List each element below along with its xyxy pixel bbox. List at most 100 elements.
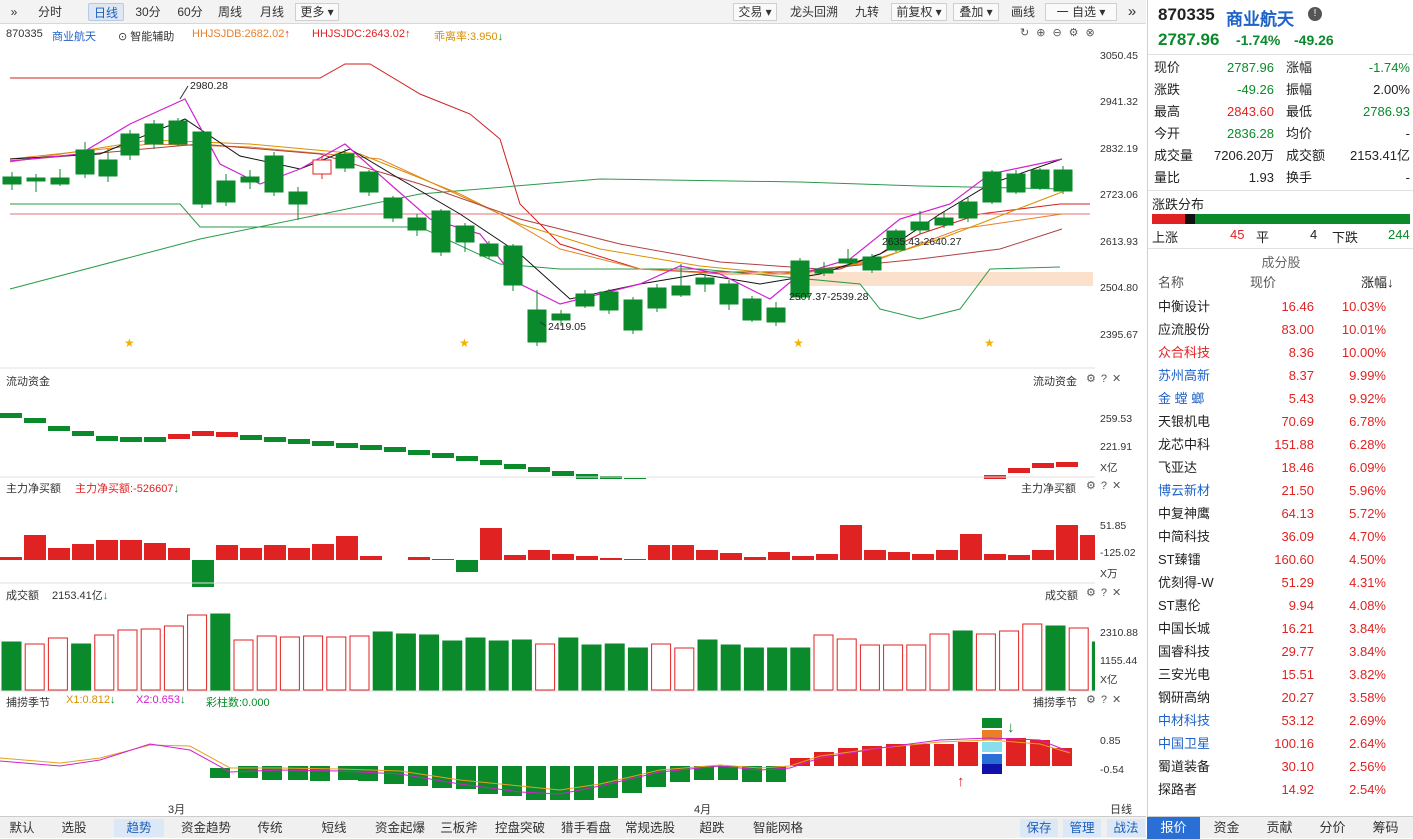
zoom-out-icon[interactable]: ⊖ bbox=[1052, 27, 1069, 39]
settings-icon[interactable]: ⚙ bbox=[1068, 27, 1086, 39]
bottom-tab-three-axes[interactable]: 三板斧 bbox=[440, 821, 478, 835]
stock-row[interactable]: 钢研高纳 20.27 3.58% bbox=[1154, 687, 1410, 709]
season-panel-controls[interactable]: ⚙?✕ bbox=[1086, 693, 1126, 706]
tab-monthly[interactable]: 月线 bbox=[259, 5, 284, 19]
stock-row[interactable]: 苏州高新 8.37 9.99% bbox=[1154, 365, 1410, 387]
nine-turn-button[interactable]: 九转 bbox=[854, 5, 879, 19]
volume-bar bbox=[1068, 627, 1089, 691]
tab-weekly[interactable]: 周线 bbox=[217, 5, 242, 19]
flat-count: 4 bbox=[1310, 227, 1318, 242]
adjust-dropdown[interactable]: 前复权 ▾ bbox=[891, 3, 947, 21]
stock-row[interactable]: 蜀道装备 30.10 2.56% bbox=[1154, 756, 1410, 778]
stock-row[interactable]: 众合科技 8.36 10.00% bbox=[1154, 342, 1410, 364]
bottom-tab-fund-burst[interactable]: 资金起爆 bbox=[374, 821, 425, 835]
help-icon[interactable]: ? bbox=[1100, 480, 1112, 492]
bottom-tab-default[interactable]: 默认 bbox=[9, 821, 35, 835]
settings-icon[interactable]: ⚙ bbox=[1086, 480, 1101, 492]
stock-row[interactable]: 探路者 14.92 2.54% bbox=[1154, 779, 1410, 801]
help-icon[interactable]: ? bbox=[1100, 694, 1112, 706]
col-price[interactable]: 现价 bbox=[1250, 275, 1277, 290]
collapse-panel-icon[interactable]: » bbox=[1127, 3, 1137, 20]
tab-60min[interactable]: 60分 bbox=[177, 5, 203, 19]
tab-daily[interactable]: 日线 bbox=[88, 3, 124, 21]
bottom-tab-grid[interactable]: 智能网格 bbox=[752, 821, 803, 835]
settings-icon[interactable]: ⚙ bbox=[1086, 694, 1101, 706]
draw-button[interactable]: 画线 bbox=[1010, 5, 1035, 19]
close-icon[interactable]: ✕ bbox=[1112, 694, 1127, 706]
net-panel-controls[interactable]: ⚙?✕ bbox=[1086, 479, 1126, 492]
col-name[interactable]: 名称 bbox=[1158, 275, 1185, 290]
tab-30min[interactable]: 30分 bbox=[135, 5, 161, 19]
stock-row[interactable]: 中复神鹰 64.13 5.72% bbox=[1154, 503, 1410, 525]
tab-quote[interactable]: 报价 bbox=[1147, 817, 1200, 839]
stock-row[interactable]: 中衡设计 16.46 10.03% bbox=[1154, 296, 1410, 318]
quote-pct: -1.74% bbox=[1236, 32, 1281, 48]
watchlist-dropdown[interactable]: 一 自选 ▾ bbox=[1045, 3, 1117, 21]
season-bar bbox=[910, 744, 930, 766]
help-icon[interactable]: ? bbox=[1100, 587, 1112, 599]
stock-row[interactable]: 博云新材 21.50 5.96% bbox=[1154, 480, 1410, 502]
bottom-tab-oversold[interactable]: 超跌 bbox=[699, 821, 725, 835]
close-icon[interactable]: ✕ bbox=[1112, 373, 1127, 385]
net-panel-value: 主力净买额:-526607↓ bbox=[75, 480, 179, 496]
stock-row[interactable]: 中国卫星 100.16 2.64% bbox=[1154, 733, 1410, 755]
close-icon[interactable]: ⊗ bbox=[1085, 27, 1102, 39]
expand-icon[interactable]: » bbox=[10, 5, 18, 19]
bottom-tab-select[interactable]: 选股 bbox=[61, 821, 87, 835]
bottom-tab-traditional[interactable]: 传统 bbox=[257, 821, 283, 835]
refresh-icon[interactable]: ↻ bbox=[1020, 27, 1037, 39]
stock-row[interactable]: 应流股份 83.00 10.01% bbox=[1154, 319, 1410, 341]
stock-row[interactable]: 国睿科技 29.77 3.84% bbox=[1154, 641, 1410, 663]
flow-panel-controls[interactable]: ⚙?✕ bbox=[1086, 372, 1126, 385]
close-icon[interactable]: ✕ bbox=[1112, 480, 1127, 492]
bottom-tab-control[interactable]: 控盘突破 bbox=[494, 821, 545, 835]
volume-bar bbox=[929, 633, 950, 691]
strategy-button[interactable]: 战法 bbox=[1107, 819, 1145, 837]
col-pct[interactable]: 涨幅↓ bbox=[1361, 275, 1394, 290]
stock-row[interactable]: 中国长城 16.21 3.84% bbox=[1154, 618, 1410, 640]
stock-row[interactable]: ST臻镭 160.60 4.50% bbox=[1154, 549, 1410, 571]
bottom-tab-regular[interactable]: 常规选股 bbox=[624, 821, 675, 835]
stock-row[interactable]: 中简科技 36.09 4.70% bbox=[1154, 526, 1410, 548]
bottom-tab-hunter[interactable]: 猎手看盘 bbox=[560, 821, 611, 835]
chart-controls[interactable]: ↻⊕⊖⚙⊗ bbox=[1020, 26, 1102, 39]
bottom-tab-trend[interactable]: 趋势 bbox=[114, 819, 164, 837]
info-icon[interactable]: ! bbox=[1308, 7, 1322, 21]
overlay-dropdown[interactable]: 叠加 ▾ bbox=[953, 3, 999, 21]
zoom-in-icon[interactable]: ⊕ bbox=[1036, 27, 1053, 39]
stock-price: 8.37 bbox=[1288, 368, 1314, 383]
tab-minute[interactable]: 分时 bbox=[37, 5, 62, 19]
stock-row[interactable]: 龙芯中科 151.88 6.28% bbox=[1154, 434, 1410, 456]
stock-row[interactable]: 金 螳 螂 5.43 9.92% bbox=[1154, 388, 1410, 410]
more-dropdown[interactable]: 更多 ▾ bbox=[295, 3, 339, 21]
manage-button[interactable]: 管理 bbox=[1063, 819, 1101, 837]
tab-fund[interactable]: 资金 bbox=[1213, 820, 1240, 835]
trade-dropdown[interactable]: 交易 ▾ bbox=[733, 3, 777, 21]
save-button[interactable]: 保存 bbox=[1020, 819, 1058, 837]
stock-price: 51.29 bbox=[1281, 575, 1314, 590]
net-bar bbox=[840, 525, 862, 560]
smart-assist-toggle[interactable]: ⊙ 智能辅助 bbox=[118, 28, 174, 44]
down-arrow-icon: ↓ bbox=[110, 694, 116, 706]
stock-row[interactable]: 中材科技 53.12 2.69% bbox=[1154, 710, 1410, 732]
flow-bar bbox=[168, 434, 190, 439]
tab-contribution[interactable]: 贡献 bbox=[1266, 820, 1293, 835]
bottom-tab-fund-trend[interactable]: 资金趋势 bbox=[180, 821, 231, 835]
net-bar bbox=[96, 540, 118, 560]
stock-price: 100.16 bbox=[1274, 736, 1314, 751]
vol-panel-controls[interactable]: ⚙?✕ bbox=[1086, 586, 1126, 599]
close-icon[interactable]: ✕ bbox=[1112, 587, 1127, 599]
stock-row[interactable]: 飞亚达 18.46 6.09% bbox=[1154, 457, 1410, 479]
leader-review-button[interactable]: 龙头回溯 bbox=[789, 5, 838, 19]
tab-chips[interactable]: 筹码 bbox=[1372, 820, 1399, 835]
help-icon[interactable]: ? bbox=[1100, 373, 1112, 385]
stock-row[interactable]: 优刻得-W 51.29 4.31% bbox=[1154, 572, 1410, 594]
stock-row[interactable]: ST惠伦 9.94 4.08% bbox=[1154, 595, 1410, 617]
bottom-tab-short[interactable]: 短线 bbox=[321, 821, 347, 835]
stock-row[interactable]: 天银机电 70.69 6.78% bbox=[1154, 411, 1410, 433]
settings-icon[interactable]: ⚙ bbox=[1086, 373, 1101, 385]
settings-icon[interactable]: ⚙ bbox=[1086, 587, 1101, 599]
stock-row[interactable]: 三安光电 15.51 3.82% bbox=[1154, 664, 1410, 686]
stat-label: 均价 bbox=[1286, 126, 1313, 141]
tab-price-dist[interactable]: 分价 bbox=[1319, 820, 1346, 835]
